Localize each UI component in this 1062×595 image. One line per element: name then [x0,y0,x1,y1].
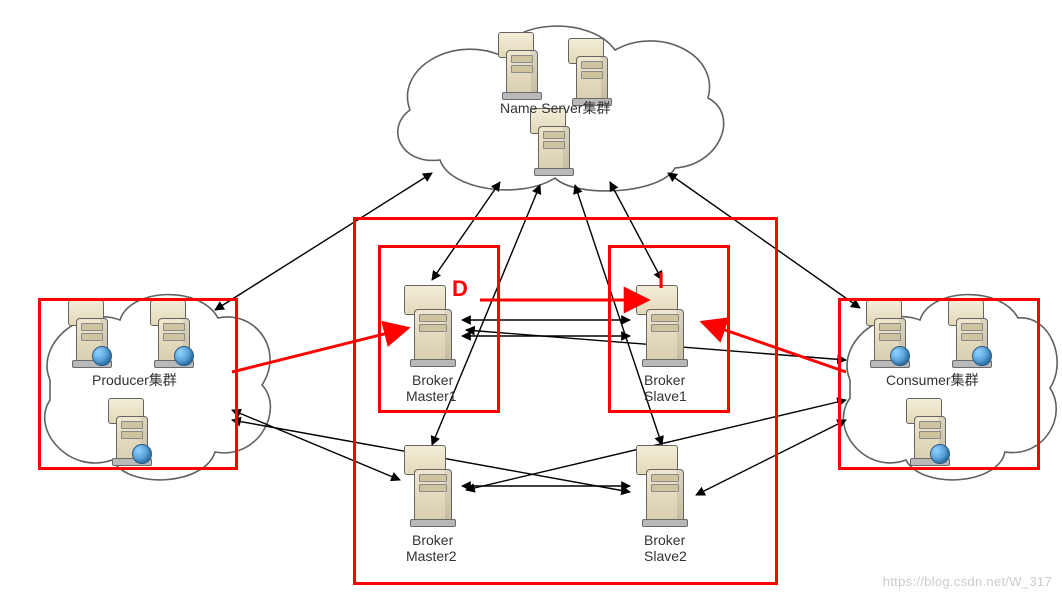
annotation-d: D [452,276,468,302]
nameserver-label: Name Server集群 [500,98,610,118]
highlight-box-slave1 [608,245,730,413]
diagram-stage: Name Server集群 Producer集群 Consumer集群 Brok… [0,0,1062,595]
nameserver-node-icon [498,32,544,96]
highlight-box-consumer [838,298,1040,470]
highlight-box-producer [38,298,238,470]
nameserver-node-icon [568,38,614,102]
annotation-i: I [658,268,664,294]
highlight-box-master1 [378,245,500,413]
watermark-text: https://blog.csdn.net/W_317 [883,574,1052,589]
